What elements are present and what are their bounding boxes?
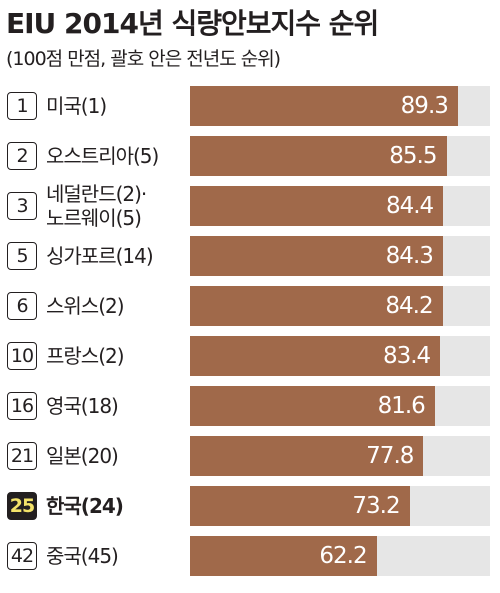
country-label: 미국(1)	[46, 94, 107, 118]
bar-row: 16 영국(18) 81.6	[0, 386, 500, 426]
bar	[190, 536, 377, 576]
country-label: 싱가포르(14)	[46, 244, 154, 268]
bar-row: 2 오스트리아(5) 85.5	[0, 136, 500, 176]
bar-row: 21 일본(20) 77.8	[0, 436, 500, 476]
data-label: 85.5	[389, 143, 437, 169]
data-label: 81.6	[377, 393, 426, 419]
country-label-line: 노르웨이(5)	[46, 206, 142, 230]
country-label: 프랑스(2)	[46, 344, 125, 368]
bar	[190, 186, 444, 226]
country-label: 영국(18)	[46, 394, 119, 418]
rank-badge: 25	[7, 492, 37, 520]
rank-badge: 16	[7, 392, 37, 420]
data-label: 73.2	[352, 493, 400, 519]
data-label: 84.2	[385, 293, 433, 319]
bar	[190, 236, 443, 276]
bar	[190, 136, 447, 176]
bar-row: 6 스위스(2) 84.2	[0, 286, 500, 326]
country-label: 일본(20)	[46, 444, 119, 468]
bar-row: 5 싱가포르(14) 84.3	[0, 236, 500, 276]
bar-row: 3 네덜란드(2)· 노르웨이(5) 84.4	[0, 182, 500, 230]
country-label-line: 네덜란드(2)·	[46, 182, 147, 206]
bar	[190, 486, 410, 526]
country-label: 네덜란드(2)· 노르웨이(5)	[46, 182, 147, 230]
data-label: 83.4	[382, 343, 431, 369]
bar	[190, 386, 435, 426]
bar-row: 10 프랑스(2) 83.4	[0, 336, 500, 376]
data-label: 84.4	[385, 193, 434, 219]
chart-subtitle: (100점 만점, 괄호 안은 전년도 순위)	[6, 48, 281, 70]
country-label: 한국(24)	[46, 494, 124, 518]
chart-title: EIU 2014년 식량안보지수 순위	[6, 7, 379, 40]
bar-row: 1 미국(1) 89.3	[0, 86, 500, 126]
data-label: 62.2	[319, 543, 367, 569]
country-label: 중국(45)	[46, 544, 119, 568]
rank-badge: 6	[7, 292, 37, 320]
rank-badge: 2	[7, 142, 37, 170]
bar-row: 25 한국(24) 73.2	[0, 486, 500, 526]
bar	[190, 336, 441, 376]
rank-badge: 3	[7, 192, 37, 220]
bar	[190, 436, 424, 476]
data-label: 77.8	[366, 443, 414, 469]
bar	[190, 286, 443, 326]
rank-badge: 10	[7, 342, 37, 370]
rank-badge: 1	[7, 92, 37, 120]
data-label: 84.3	[385, 243, 434, 269]
rank-badge: 21	[7, 442, 37, 470]
rank-badge: 42	[7, 542, 37, 570]
rank-badge: 5	[7, 242, 37, 270]
data-label: 89.3	[400, 93, 449, 119]
country-label: 오스트리아(5)	[46, 144, 159, 168]
bar	[190, 86, 458, 126]
bar-row: 42 중국(45) 62.2	[0, 536, 500, 576]
country-label: 스위스(2)	[46, 294, 125, 318]
